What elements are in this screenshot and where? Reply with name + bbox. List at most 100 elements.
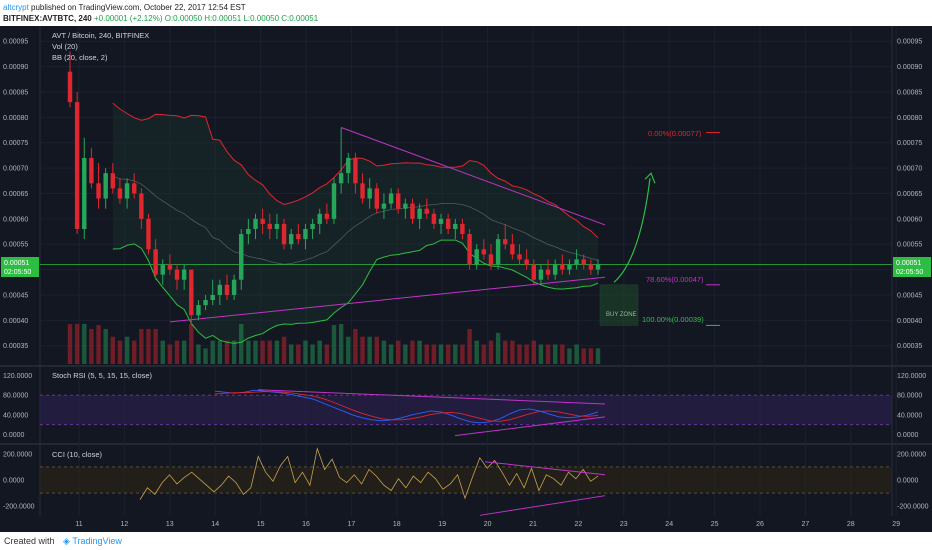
x-tick-label: 21 [529, 521, 537, 528]
candle-body [474, 249, 479, 265]
volume-bar [588, 348, 594, 364]
volume-bar [303, 340, 308, 364]
last-price-right: 0.00051 [896, 260, 921, 267]
volume-bar [139, 328, 144, 364]
candle-body [552, 264, 558, 275]
volume-bar [67, 324, 73, 364]
volume-bar [353, 328, 358, 364]
stoch-d-line [214, 391, 599, 422]
bollinger-basis [112, 175, 599, 265]
cci-band [40, 466, 892, 494]
volume-bar [538, 344, 544, 364]
volume-bar [324, 344, 330, 364]
volume-bar [424, 344, 429, 364]
legend-volume: Vol (20) [52, 42, 78, 51]
chart-overlays [40, 102, 892, 344]
candle-body [374, 188, 380, 209]
volume-bar [89, 328, 94, 364]
cci-line [139, 447, 599, 500]
author-link[interactable]: altcrypt [3, 3, 29, 12]
y-tick-label-left: 0.00075 [3, 140, 28, 147]
volume-bar [431, 344, 437, 364]
volume-bar [453, 344, 458, 364]
volume-bar [531, 340, 536, 364]
chart-background [0, 26, 932, 532]
candle-body [153, 249, 158, 275]
volume-bar [374, 336, 380, 364]
volume-bar [132, 340, 137, 364]
volume-bar [567, 348, 572, 364]
volume-bar [167, 344, 173, 364]
footer-credit: Created with ◈ TradingView [4, 536, 122, 547]
candle-body [595, 264, 601, 270]
stoch-tick-right: 120.0000 [897, 373, 926, 380]
volume-bar [124, 336, 130, 364]
publish-line: altcrypt published on TradingView.com, O… [3, 2, 246, 13]
volume-bar [231, 340, 237, 364]
y-tick-label-left: 0.00045 [3, 292, 28, 299]
chart-canvas[interactable]: 11 12 13 14 15 16 17 18 19 20 21 22 23 24 25 26 27 28 29 0.… [0, 26, 932, 532]
volume-bar [274, 340, 280, 364]
legend-bollinger: BB (20, close, 2) [52, 53, 108, 62]
stoch-trendline [454, 416, 606, 437]
projection-arrowhead-icon [644, 172, 656, 184]
candle-body [110, 173, 116, 189]
y-tick-label-right: 0.00055 [897, 242, 922, 249]
fib-78-label: 78.60%(0.00047) [646, 275, 704, 284]
y-tick-label-right: 0.00090 [897, 64, 922, 71]
volume-bar [110, 336, 116, 364]
volume-bar [524, 344, 529, 364]
candle-body [381, 203, 387, 209]
candle-body [203, 300, 208, 306]
candle-body [367, 188, 372, 199]
tradingview-brand[interactable]: TradingView [72, 536, 122, 546]
volume-bar [246, 340, 251, 364]
y-tick-label-left: 0.00055 [3, 242, 28, 249]
candle-body [581, 259, 586, 265]
volume-bar [224, 340, 230, 364]
candle-body [453, 223, 458, 229]
candle-body [239, 234, 244, 280]
x-tick-label: 27 [802, 521, 810, 528]
candle-body [74, 102, 80, 229]
candle-body [531, 264, 536, 280]
cci-trendline [484, 461, 606, 476]
y-tick-label-right: 0.00065 [897, 191, 922, 198]
y-tick-label-left: 0.00090 [3, 64, 28, 71]
volume-bar [403, 344, 408, 364]
volume-bar [574, 344, 579, 364]
volume-bar [189, 324, 194, 364]
candle-body [467, 234, 472, 265]
price-change: +0.00001 (+2.12%) [93, 14, 163, 23]
y-tick-label-right: 0.00080 [897, 115, 922, 122]
candle-body [460, 223, 465, 235]
trendline-upper [340, 127, 606, 226]
stoch-tick-right: 0.0000 [897, 432, 919, 439]
candle-body [124, 183, 130, 199]
footer: Created with ◈ TradingView [0, 532, 932, 550]
volume-bar [410, 340, 415, 364]
stoch-tick-right: 80.0000 [897, 393, 922, 400]
volume-bar [74, 324, 80, 364]
volume-bar [510, 340, 515, 364]
candle-body [224, 284, 230, 295]
volume-bar [346, 336, 351, 364]
y-tick-label-right: 0.00095 [897, 39, 922, 46]
candle-body [132, 183, 137, 194]
x-tick-label: 11 [75, 521, 82, 528]
stoch-k-line [214, 389, 599, 424]
cci-tick-right: 200.0000 [897, 451, 926, 458]
x-tick-label: 26 [756, 521, 764, 528]
candle-body [82, 157, 87, 229]
y-tick-label-right: 0.00035 [897, 343, 922, 350]
candle-body [89, 157, 94, 184]
countdown-right: 02:05:50 [896, 269, 923, 276]
candle-body [288, 234, 294, 245]
candle-body [160, 264, 165, 275]
candle-body [310, 223, 315, 229]
volume-bar [467, 328, 472, 364]
volume-bar [474, 340, 479, 364]
volume-bar [103, 328, 108, 364]
volume-bar [581, 348, 586, 364]
candle-body [281, 223, 287, 245]
